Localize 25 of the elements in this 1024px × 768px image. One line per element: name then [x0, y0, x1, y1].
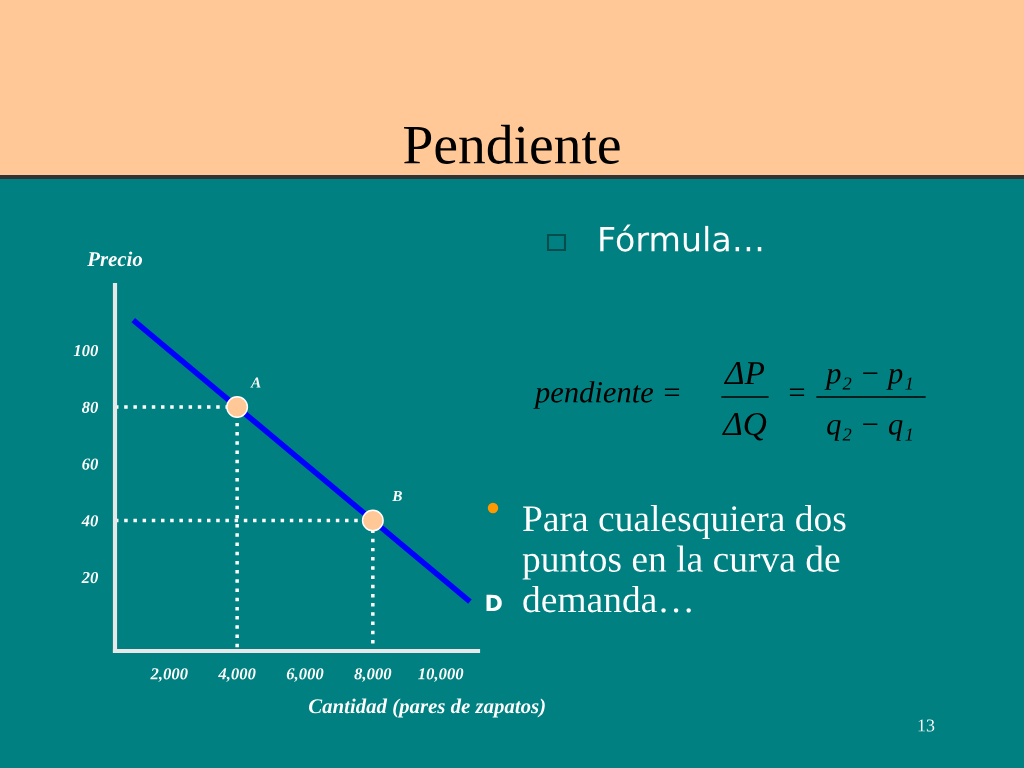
text: ΔQ [722, 412, 767, 441]
text: = [789, 388, 805, 397]
x-axis-title: Cantidad (pares de zapatos) [308, 698, 545, 718]
text: q₂ − q₁ [827, 419, 912, 441]
text: Para cualesquiera dos puntos en la curva de demanda… [522, 505, 846, 613]
x-tick-label: 8,000 [354, 668, 392, 682]
text: p₂ − p₁ [824, 368, 912, 390]
annotation: B [392, 491, 402, 502]
text: Fórmula… [600, 224, 762, 252]
x-tick-label: 4,000 [218, 668, 256, 682]
x-tick-label: 2,000 [150, 668, 188, 682]
y-tick-label: 80 [81, 401, 99, 413]
annotation: A [250, 377, 261, 388]
y-axis-title: Precio [87, 251, 143, 267]
y-tick-label: 20 [81, 571, 99, 584]
text: 13 [918, 719, 935, 732]
y-tick-label: 40 [81, 515, 99, 527]
text: ΔP [723, 362, 765, 385]
x-tick-label: 6,000 [286, 668, 324, 682]
y-tick-label: 100 [73, 344, 99, 357]
text: pendiente = [533, 381, 680, 409]
annotation: D [486, 594, 502, 612]
chart-title: Pendiente [404, 124, 620, 164]
y-tick-label: 60 [82, 458, 99, 470]
x-tick-label: 10,000 [418, 668, 464, 682]
